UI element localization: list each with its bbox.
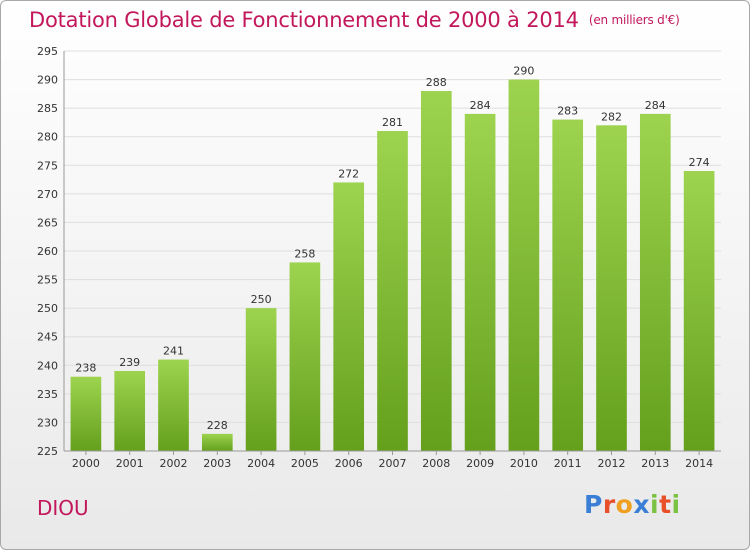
y-tick-label: 250 [37, 302, 58, 315]
bar-2001 [114, 371, 146, 451]
commune-name: DIOU [37, 496, 89, 520]
bar-2011 [552, 119, 584, 452]
logo-letter: i [650, 490, 660, 519]
bar-2010 [508, 79, 540, 452]
bar-2009 [464, 113, 496, 451]
bar-2013 [639, 113, 671, 451]
bar-2004 [245, 308, 277, 451]
chart-unit: (en milliers d'€) [588, 13, 680, 27]
x-tick-label-2009: 2009 [466, 457, 494, 470]
data-label-2011: 283 [557, 105, 578, 118]
data-label-2006: 272 [338, 167, 359, 180]
data-label-2002: 241 [163, 345, 184, 358]
bar-2002 [158, 359, 189, 451]
x-axis: 2000 2001 2002 2003 2004 2005 2006 2007 2008 2009… [64, 450, 721, 470]
logo-letter: t [659, 490, 672, 519]
x-tick-label-2006: 2006 [335, 457, 363, 470]
y-tick-label: 270 [37, 188, 58, 201]
x-tick-label-2003: 2003 [203, 457, 231, 470]
y-tick-label: 285 [37, 102, 58, 115]
x-tick-label-2002: 2002 [160, 457, 188, 470]
logo-letter: x [633, 490, 650, 519]
logo-letter: o [615, 490, 634, 519]
logo-letter: r [602, 490, 616, 519]
data-label-2008: 288 [426, 76, 447, 89]
y-tick-label: 290 [37, 74, 58, 87]
chart-title-text: Dotation Globale de Fonctionnement de 20… [29, 8, 579, 32]
data-label-2000: 238 [75, 362, 96, 375]
x-tick-label-2013: 2013 [641, 457, 669, 470]
bars: 238 239 241 228 250 258 272 281 288 284 290 283 282 2… [70, 65, 715, 452]
data-label-2013: 284 [645, 99, 666, 112]
data-label-2010: 290 [513, 65, 534, 78]
y-tick-label: 240 [37, 359, 58, 372]
data-label-2007: 281 [382, 116, 403, 129]
y-tick-label: 295 [37, 45, 58, 58]
y-tick-label: 245 [37, 331, 58, 344]
y-axis: 225 230 235 240 245 250 255 260 265 270 275 280 285 2… [37, 45, 65, 458]
proxiti-logo: Proxiti [584, 490, 681, 519]
y-tick-label: 275 [37, 159, 58, 172]
y-tick-label: 260 [37, 245, 58, 258]
x-tick-label-2011: 2011 [554, 457, 582, 470]
bar-2006 [333, 182, 365, 451]
logo-letter: i [671, 490, 681, 519]
data-label-2005: 258 [294, 247, 315, 260]
x-tick-label-2012: 2012 [598, 457, 626, 470]
y-tick-label: 280 [37, 131, 58, 144]
bar-2007 [377, 131, 408, 451]
x-tick-label-2005: 2005 [291, 457, 319, 470]
bar-2005 [289, 262, 321, 451]
data-label-2004: 250 [251, 293, 272, 306]
data-label-2014: 274 [689, 156, 710, 169]
bar-2014 [683, 171, 715, 451]
data-label-2009: 284 [470, 99, 491, 112]
y-tick-label: 235 [37, 388, 58, 401]
y-tick-label: 230 [37, 416, 58, 429]
bar-2008 [420, 91, 452, 451]
bar-2012 [596, 125, 627, 452]
x-tick-label-2014: 2014 [685, 457, 713, 470]
x-tick-label-2010: 2010 [510, 457, 538, 470]
bar-2003 [201, 433, 233, 451]
y-tick-label: 225 [37, 445, 58, 458]
y-tick-label: 255 [37, 274, 58, 287]
data-label-2003: 228 [207, 419, 228, 432]
chart-title: Dotation Globale de Fonctionnement de 20… [29, 8, 680, 32]
x-tick-label-2001: 2001 [116, 457, 144, 470]
data-label-2012: 282 [601, 110, 622, 123]
logo-letter: P [584, 490, 603, 519]
bar-2000 [70, 376, 102, 451]
x-tick-label-2007: 2007 [379, 457, 407, 470]
x-tick-label-2004: 2004 [247, 457, 275, 470]
data-label-2001: 239 [119, 356, 140, 369]
x-tick-label-2000: 2000 [72, 457, 100, 470]
x-tick-label-2008: 2008 [422, 457, 450, 470]
y-tick-label: 265 [37, 216, 58, 229]
